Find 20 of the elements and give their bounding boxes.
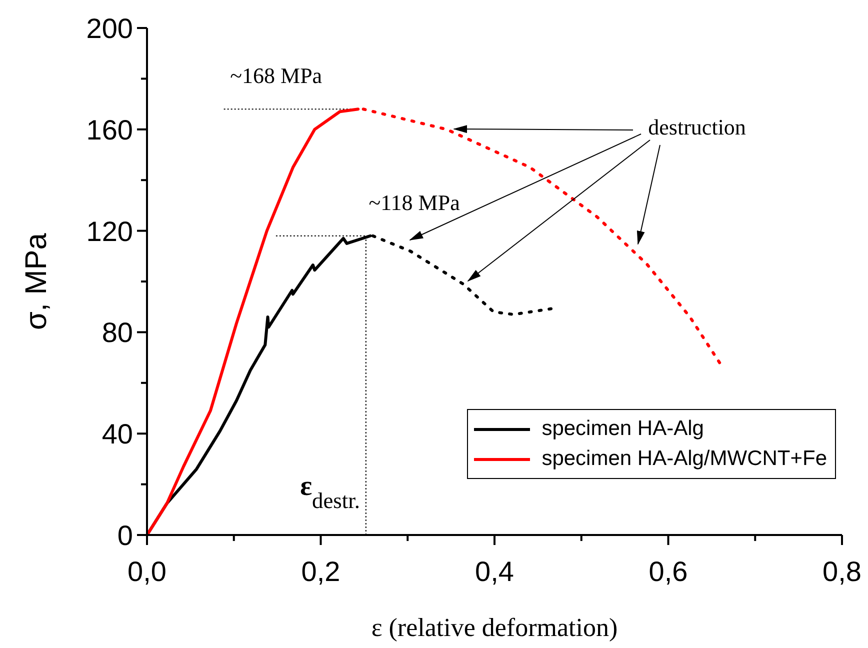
x-tick-label: 0,4 (475, 556, 514, 587)
y-tick-label: 160 (86, 114, 133, 146)
y-axis-title: σ, MPa (20, 232, 53, 330)
y-tick-label: 0 (117, 520, 133, 551)
legend-label: specimen HA-Alg/MWCNT+Fe (542, 447, 827, 471)
line-series (147, 108, 360, 535)
x-tick-label: 0,6 (648, 556, 688, 587)
x-tick-label: 0,2 (301, 556, 340, 587)
y-tick-label: 120 (86, 216, 133, 247)
x-tick-label: 0,8 (822, 556, 862, 587)
legend-label: specimen HA-Alg (542, 417, 704, 441)
annotation: ~168 MPa (230, 63, 322, 88)
y-tick-label: 40 (102, 418, 133, 450)
y-tick-label: 200 (86, 13, 133, 44)
ref-line-label: ε$_{destr.}$ (300, 471, 360, 512)
x-axis-title: ε (relative deformation) (371, 613, 618, 642)
annotation: destruction (648, 114, 746, 140)
annotation: ~118 MPa (368, 190, 460, 215)
y-tick-label: 80 (102, 317, 133, 348)
x-tick-label: 0,0 (128, 556, 166, 587)
